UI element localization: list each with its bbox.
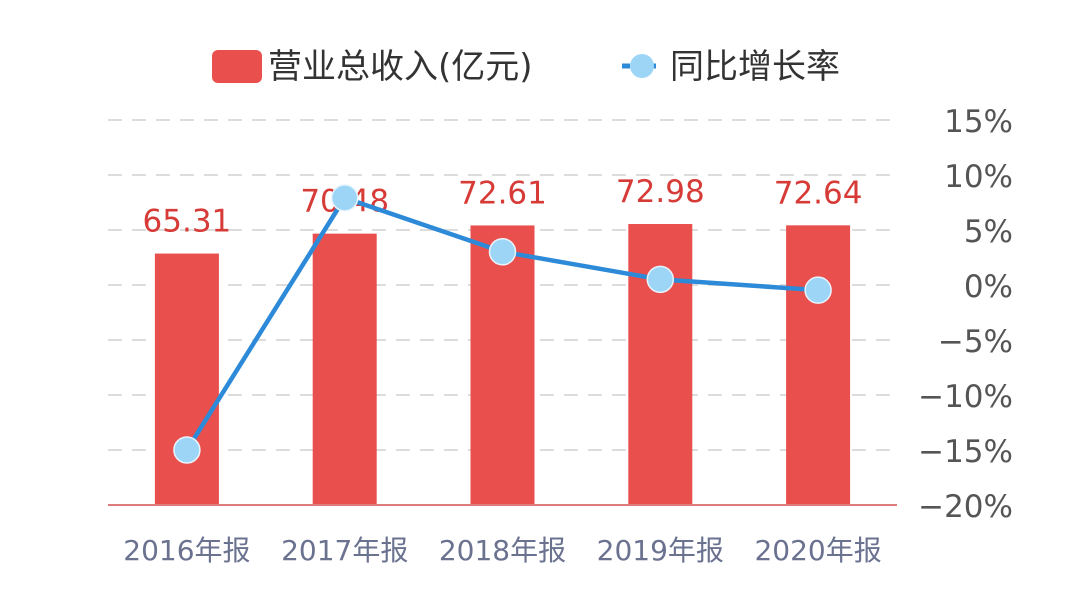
x-tick-label: 2019年报 — [597, 534, 724, 567]
y-tick-label: 5% — [964, 214, 1013, 250]
growth-point — [488, 238, 517, 266]
bar-data-label: 72.61 — [458, 175, 547, 211]
x-tick-label: 2018年报 — [439, 534, 566, 567]
bar — [786, 225, 851, 505]
y-tick-label: −20% — [918, 489, 1013, 525]
bar-data-label: 65.31 — [143, 204, 232, 240]
y-tick-label: 0% — [964, 269, 1013, 305]
x-tick-label: 2017年报 — [281, 534, 408, 567]
x-axis-ticks: 2016年报 2017年报 2018年报 2019年报 2020年报 — [123, 534, 881, 567]
bars — [154, 224, 851, 506]
bar — [470, 225, 535, 505]
x-tick-label: 2020年报 — [754, 534, 881, 567]
y-tick-label: −5% — [938, 324, 1013, 360]
legend-label-growth: 同比增长率 — [670, 47, 840, 87]
legend: 营业总收入(亿元) 同比增长率 — [212, 47, 840, 87]
y-tick-label: −15% — [918, 434, 1013, 470]
legend-label-revenue: 营业总收入(亿元) — [268, 47, 533, 87]
growth-point — [330, 184, 359, 212]
y-tick-label: 15% — [944, 104, 1013, 140]
bar-data-label: 72.64 — [774, 175, 863, 211]
legend-marker-growth — [630, 54, 654, 78]
growth-line — [173, 184, 832, 464]
y-tick-label: −10% — [918, 379, 1013, 415]
bar — [154, 253, 219, 505]
legend-swatch-revenue — [212, 50, 262, 83]
y-tick-label: 10% — [944, 159, 1013, 195]
x-tick-label: 2016年报 — [123, 534, 250, 567]
bar — [312, 233, 377, 506]
growth-point — [804, 276, 832, 304]
growth-point — [646, 265, 675, 294]
bar-data-label: 72.98 — [616, 174, 705, 210]
right-axis-ticks: 15% 10% 5% 0% −5% −10% −15% −20% — [918, 104, 1013, 525]
growth-point — [173, 436, 201, 464]
